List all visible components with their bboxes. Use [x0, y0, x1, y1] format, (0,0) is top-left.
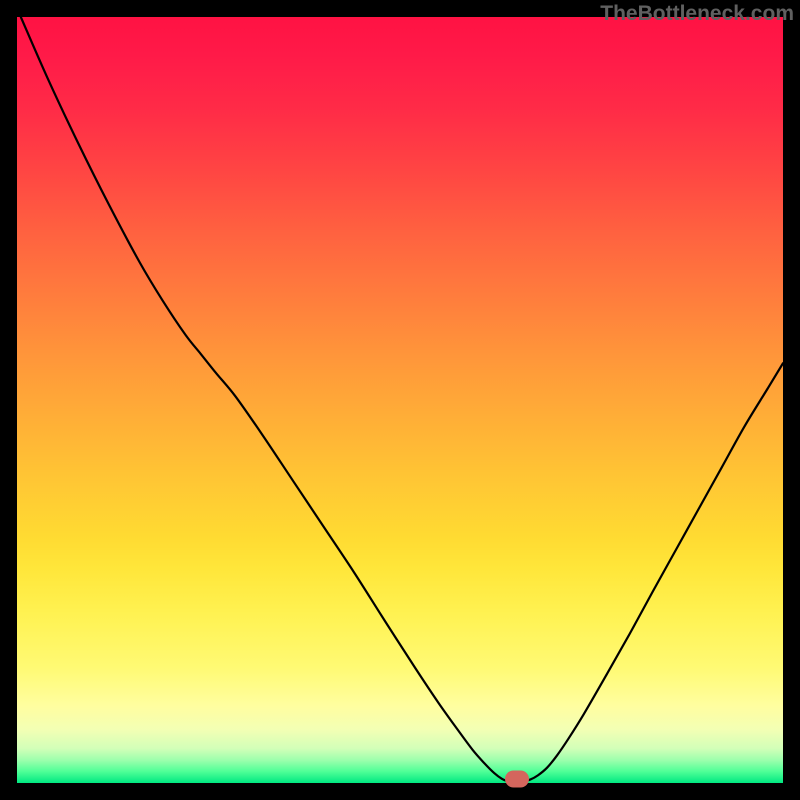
chart-stage: TheBottleneck.com: [0, 0, 800, 800]
optimal-marker: [505, 771, 529, 788]
plot-area: [17, 17, 783, 783]
bottleneck-curve: [17, 17, 783, 783]
